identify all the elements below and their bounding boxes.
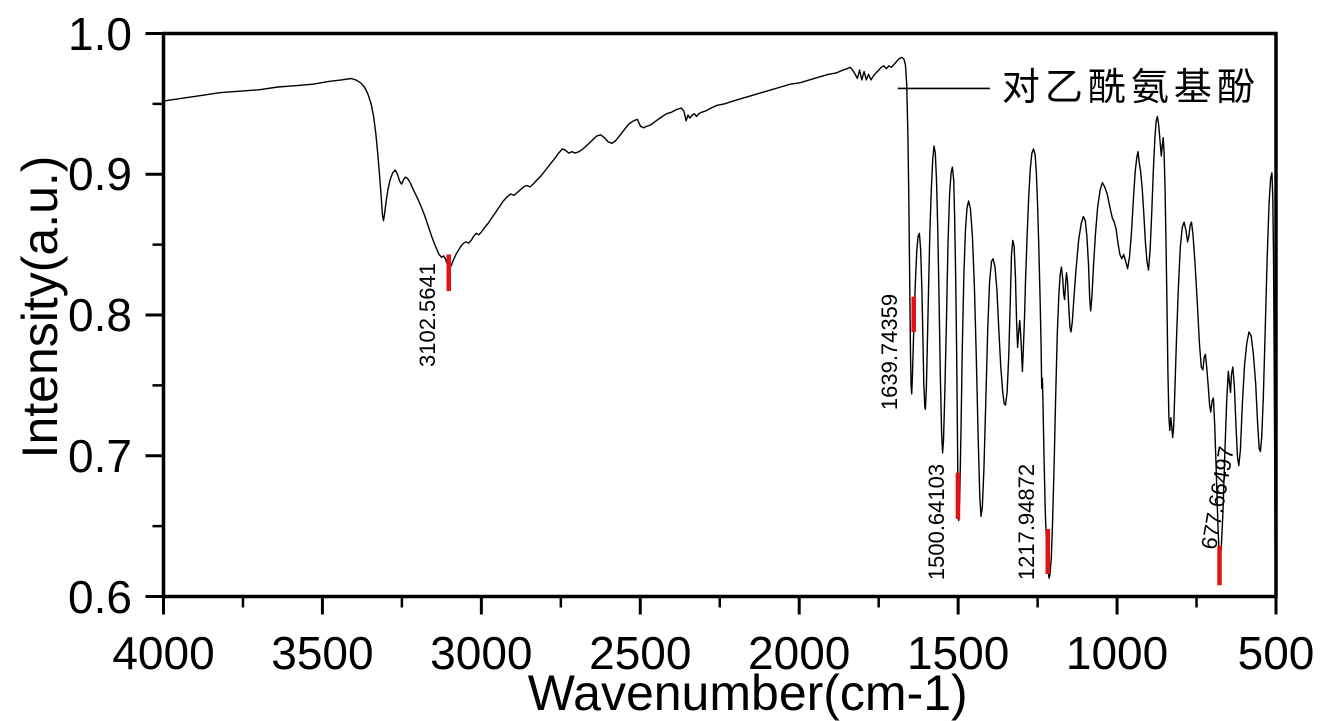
x-tick-label: 500 (1237, 627, 1315, 679)
plot-frame (161, 31, 1278, 599)
peak-markers (446, 254, 1222, 586)
peak-label: 1500.64103 (923, 463, 949, 581)
x-tick-label: 1500 (906, 627, 1010, 679)
y-tick-label: 0.7 (68, 429, 132, 482)
peak-label: 1217.94872 (1014, 463, 1040, 581)
plot-border (161, 31, 1278, 599)
axis-ticks (145, 32, 1278, 615)
x-tick-label: 3500 (271, 627, 374, 679)
x-tick-label: 4000 (112, 627, 215, 679)
peak-label: 3102.5641 (415, 263, 441, 367)
x-tick-label: 2500 (589, 627, 692, 679)
y-tick-label: 0.8 (68, 289, 132, 341)
spectrum-curve (163, 56, 1277, 586)
y-tick-label: 0.6 (68, 570, 132, 623)
x-tick-label: 3000 (430, 627, 533, 679)
peak-label: 1639.74359 (876, 293, 902, 410)
spectrum-line (163, 56, 1277, 586)
x-axis-title: Wavenumber(cm-1) (527, 665, 968, 721)
y-tick-label: 0.9 (68, 148, 132, 201)
y-tick-label: 1.0 (68, 7, 132, 60)
legend-label: 对乙酰氨基酚 (1001, 67, 1260, 110)
x-tick-label: 2000 (748, 627, 851, 679)
x-tick-label: 1000 (1065, 627, 1169, 679)
